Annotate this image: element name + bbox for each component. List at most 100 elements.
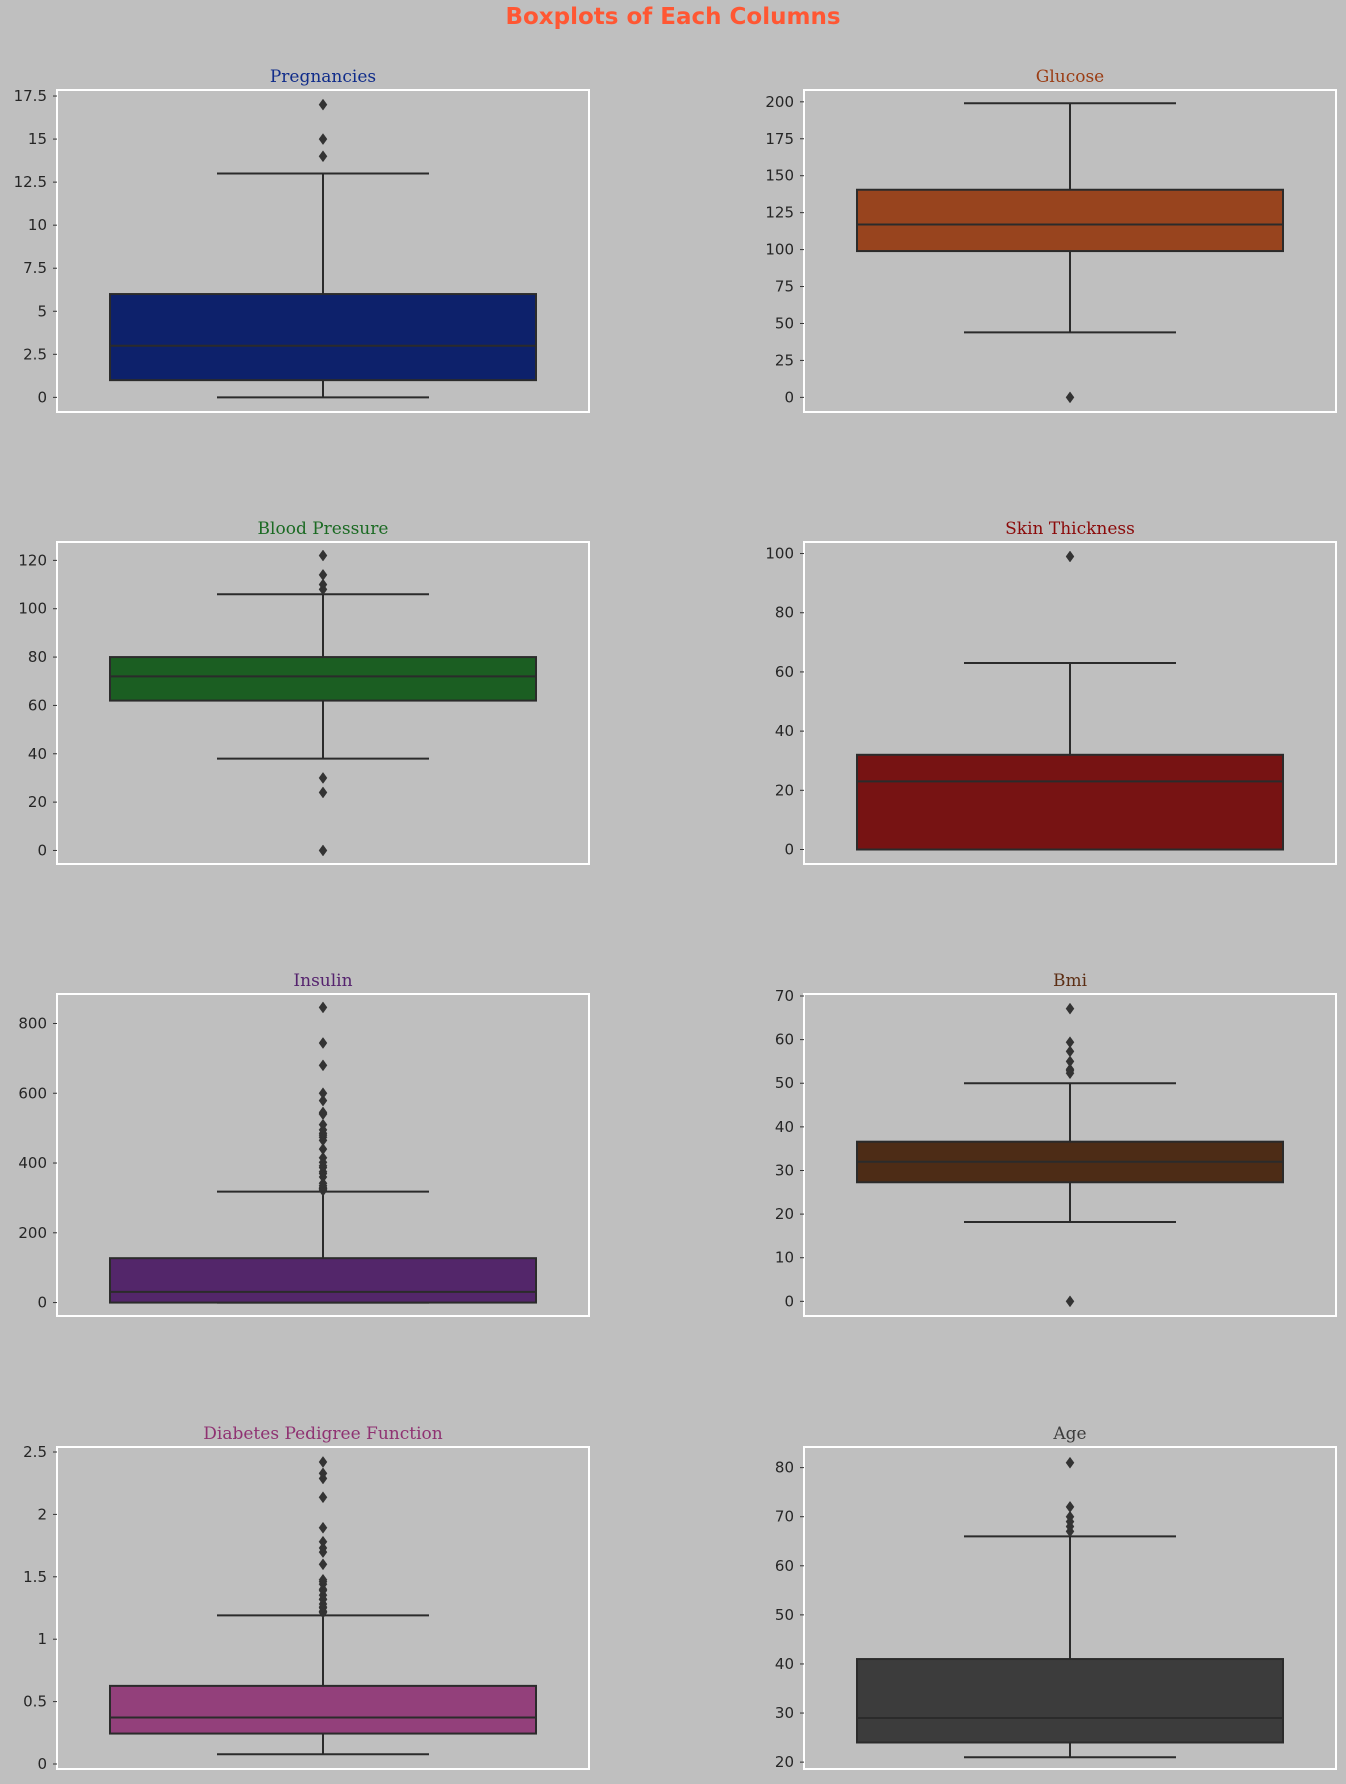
- y-tick-label: 10: [775, 1249, 794, 1267]
- subplot-glucose: Glucose 0 25 50 75 100 125 150 175 200: [765, 67, 1337, 413]
- y-tick-label: 17.5: [14, 87, 47, 105]
- outlier-point: [318, 578, 328, 591]
- y-tick-label: 2: [37, 1505, 47, 1523]
- outlier-point: [318, 1087, 328, 1100]
- outlier-point: [318, 568, 328, 581]
- outlier-point: [1065, 1045, 1075, 1058]
- y-tick-label: 70: [775, 987, 794, 1005]
- y-tick-label: 40: [775, 722, 794, 740]
- outlier-point: [318, 844, 328, 857]
- y-tick-label: 125: [765, 204, 794, 222]
- y-tick-label: 30: [775, 1704, 794, 1722]
- axes-frame-diabetes-pedigree-function: [56, 1446, 590, 1770]
- figure-title: Boxplots of Each Columns: [505, 4, 841, 30]
- y-tick-label: 200: [765, 93, 794, 111]
- y-tick-label: 100: [765, 545, 794, 563]
- outlier-point: [318, 549, 328, 562]
- outlier-point: [318, 150, 328, 163]
- y-tick-label: 2.5: [23, 345, 47, 363]
- subplot-pregnancies: Pregnancies 0 2.5 5 7.5 10 12.5 15 17.5: [14, 67, 590, 413]
- outlier-point: [318, 1151, 328, 1164]
- y-tick-label: 80: [775, 604, 794, 622]
- y-tick-label: 0: [784, 1292, 794, 1310]
- outlier-point: [1065, 1063, 1075, 1076]
- y-tick-label: 100: [18, 600, 47, 618]
- outlier-point: [318, 1491, 328, 1504]
- outlier-point: [1065, 1500, 1075, 1513]
- y-tick-label: 80: [775, 1459, 794, 1477]
- y-tick-label: 150: [765, 167, 794, 185]
- iqr-box: [856, 188, 1284, 253]
- iqr-box: [109, 656, 537, 702]
- outlier-point: [1065, 1002, 1075, 1015]
- y-tick-label: 60: [775, 1557, 794, 1575]
- y-tick-label: 12.5: [14, 173, 47, 191]
- axes-frame-insulin: [56, 993, 590, 1317]
- outlier-point: [318, 772, 328, 784]
- subplot-title-bmi: Bmi: [1053, 971, 1088, 991]
- y-tick-label: 20: [775, 1753, 794, 1771]
- iqr-box: [856, 1658, 1284, 1744]
- outlier-point: [1065, 1036, 1075, 1049]
- outlier-point: [318, 1037, 328, 1049]
- outlier-point: [318, 1001, 328, 1014]
- y-tick-label: 60: [775, 1031, 794, 1049]
- subplot-title-diabetes-pedigree-function: Diabetes Pedigree Function: [203, 1424, 442, 1444]
- y-tick-label: 0: [37, 841, 47, 859]
- subplot-bmi: Bmi 0 10 20 30 40 50 60 70: [775, 971, 1337, 1317]
- outlier-point: [1065, 391, 1075, 404]
- outlier-point: [318, 1535, 328, 1548]
- y-tick-label: 800: [18, 1014, 47, 1032]
- y-tick-label: 0: [784, 840, 794, 858]
- y-tick-label: 2.5: [23, 1443, 47, 1461]
- outlier-point: [318, 1143, 328, 1155]
- axes-frame-glucose: [803, 89, 1337, 413]
- y-tick-label: 120: [18, 551, 47, 569]
- y-tick-label: 50: [775, 314, 794, 332]
- subplot-skin-thickness: Skin Thickness 0 20 40 60 80 100: [765, 519, 1337, 865]
- y-tick-label: 15: [28, 130, 47, 148]
- iqr-box: [109, 293, 537, 382]
- axes-frame-pregnancies: [56, 89, 590, 413]
- iqr-box: [856, 753, 1284, 851]
- y-tick-label: 1: [37, 1630, 47, 1648]
- y-tick-label: 175: [765, 130, 794, 148]
- axes-frame-bmi: [803, 993, 1337, 1317]
- y-tick-label: 60: [28, 696, 47, 714]
- y-tick-label: 25: [775, 351, 794, 369]
- outlier-point: [1065, 1456, 1075, 1469]
- y-tick-label: 0.5: [23, 1693, 47, 1711]
- outlier-point: [1065, 1510, 1075, 1523]
- y-tick-label: 600: [18, 1084, 47, 1102]
- outlier-point: [318, 1521, 328, 1534]
- y-tick-label: 0: [784, 388, 794, 406]
- y-tick-label: 400: [18, 1154, 47, 1172]
- subplot-diabetes-pedigree-function: Diabetes Pedigree Function 0 0.5 1 1.5 2 2.5: [23, 1424, 590, 1773]
- y-tick-label: 40: [775, 1118, 794, 1136]
- subplot-title-pregnancies: Pregnancies: [270, 67, 376, 87]
- subplot-title-age: Age: [1052, 1424, 1086, 1444]
- outlier-point: [318, 1177, 328, 1190]
- subplot-blood-pressure: Blood Pressure 0 20 40 60 80 100 120: [18, 519, 590, 865]
- outlier-point: [318, 1573, 328, 1586]
- y-tick-label: 40: [28, 745, 47, 763]
- y-tick-label: 1.5: [23, 1568, 47, 1586]
- axes-frame-skin-thickness: [803, 541, 1337, 865]
- y-tick-label: 0: [37, 388, 47, 406]
- y-tick-label: 40: [775, 1655, 794, 1673]
- outlier-point: [318, 1059, 328, 1072]
- y-tick-label: 80: [28, 648, 47, 666]
- outlier-point: [1065, 1055, 1075, 1068]
- subplot-title-insulin: Insulin: [293, 971, 352, 991]
- y-tick-label: 75: [775, 278, 794, 296]
- y-tick-label: 100: [765, 241, 794, 259]
- outlier-point: [1065, 1295, 1075, 1308]
- outlier-point: [318, 1094, 328, 1107]
- outlier-point: [318, 1558, 328, 1571]
- y-tick-label: 7.5: [23, 259, 47, 277]
- y-tick-label: 50: [775, 1606, 794, 1624]
- iqr-box: [109, 1257, 537, 1304]
- outlier-point: [318, 1467, 328, 1480]
- axes-frame-age: [803, 1446, 1337, 1770]
